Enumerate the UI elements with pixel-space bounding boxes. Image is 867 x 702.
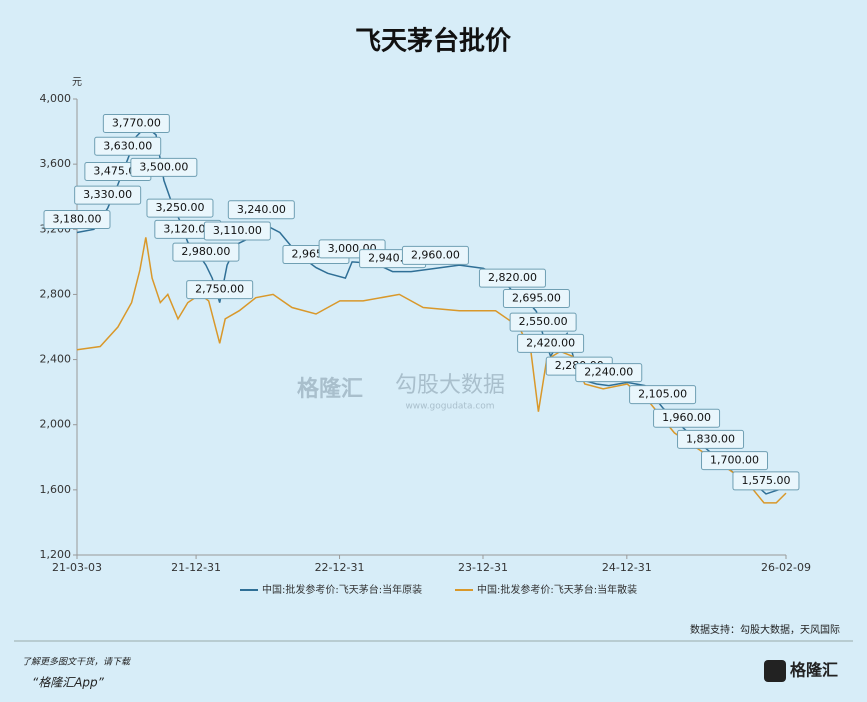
callout-label: 3,250.00 [155, 201, 204, 214]
callout-box [677, 429, 745, 449]
callout-label: 2,550.00 [519, 315, 568, 328]
callout-label: 3,330.00 [83, 188, 132, 201]
y-tick-label: 4,000 [40, 92, 72, 105]
footer-text: 了解更多图文干货，请下载 [22, 657, 131, 668]
watermark: 格隆汇 [297, 376, 363, 402]
callout-box [146, 198, 214, 218]
callout-label: 3,475.00 [93, 165, 142, 178]
callout-label: 2,980.00 [181, 245, 230, 258]
x-tick-label: 21-12-31 [171, 561, 221, 574]
callout-box [130, 157, 198, 177]
callout-box [186, 280, 254, 300]
logo-icon [764, 660, 786, 682]
callout-label: 3,120.00 [163, 222, 212, 235]
callout-label: 3,500.00 [139, 160, 188, 173]
y-unit: 元 [72, 77, 82, 88]
callout-box [517, 333, 585, 353]
y-tick-label: 1,600 [40, 483, 72, 496]
callout-box [509, 312, 577, 332]
y-tick-label: 1,200 [40, 548, 72, 561]
callout-label: 2,960.00 [411, 248, 460, 261]
callout-box [502, 289, 570, 309]
source: 数据支持：勾股大数据，天风国际 [690, 623, 840, 636]
callout-box [701, 451, 769, 471]
callout-box [227, 200, 295, 220]
callout-box [575, 363, 643, 383]
callout-box [102, 113, 170, 133]
callout-label: 1,700.00 [710, 454, 759, 467]
y-tick-label: 2,800 [40, 287, 72, 300]
callout-box [43, 210, 111, 230]
callout-label: 1,575.00 [741, 474, 790, 487]
logo: 格隆汇 [790, 661, 838, 680]
callout-box [94, 136, 162, 156]
x-tick-label: 23-12-31 [458, 561, 508, 574]
callout-label: 3,110.00 [213, 224, 262, 237]
legend-label: 中国:批发参考价:飞天茅台:当年散装 [477, 583, 637, 596]
callout-box [732, 471, 800, 491]
watermark: www.gogudata.com [405, 402, 494, 412]
callout-box [478, 268, 546, 288]
x-tick-label: 26-02-09 [761, 561, 811, 574]
callout-label: 2,240.00 [584, 366, 633, 379]
callout-label: 3,180.00 [53, 213, 102, 226]
y-tick-label: 2,400 [40, 353, 72, 366]
callout-label: 2,105.00 [638, 388, 687, 401]
callout-label: 3,240.00 [237, 203, 286, 216]
callout-label: 3,770.00 [112, 116, 161, 129]
x-tick-label: 21-03-03 [52, 561, 102, 574]
callout-box [653, 408, 721, 428]
chart-title: 飞天茅台批价 [355, 26, 512, 57]
legend-label: 中国:批发参考价:飞天茅台:当年原装 [262, 583, 422, 596]
watermark: 勾股大数据 [395, 373, 505, 398]
callout-box [401, 245, 469, 265]
x-tick-label: 22-12-31 [315, 561, 365, 574]
callout-label: 2,695.00 [512, 292, 561, 305]
callout-box [172, 242, 240, 262]
callout-box [74, 185, 142, 205]
callout-box [203, 221, 271, 241]
callout-label: 2,820.00 [488, 271, 537, 284]
callout-label: 1,830.00 [686, 432, 735, 445]
callout-label: 3,630.00 [103, 139, 152, 152]
callout-label: 2,420.00 [526, 336, 575, 349]
footer-text: “格隆汇App” [32, 676, 105, 690]
callout-box [629, 385, 697, 405]
y-tick-label: 3,600 [40, 157, 72, 170]
callout-label: 1,960.00 [662, 411, 711, 424]
x-tick-label: 24-12-31 [602, 561, 652, 574]
callout-label: 2,750.00 [195, 283, 244, 296]
y-tick-label: 2,000 [40, 418, 72, 431]
